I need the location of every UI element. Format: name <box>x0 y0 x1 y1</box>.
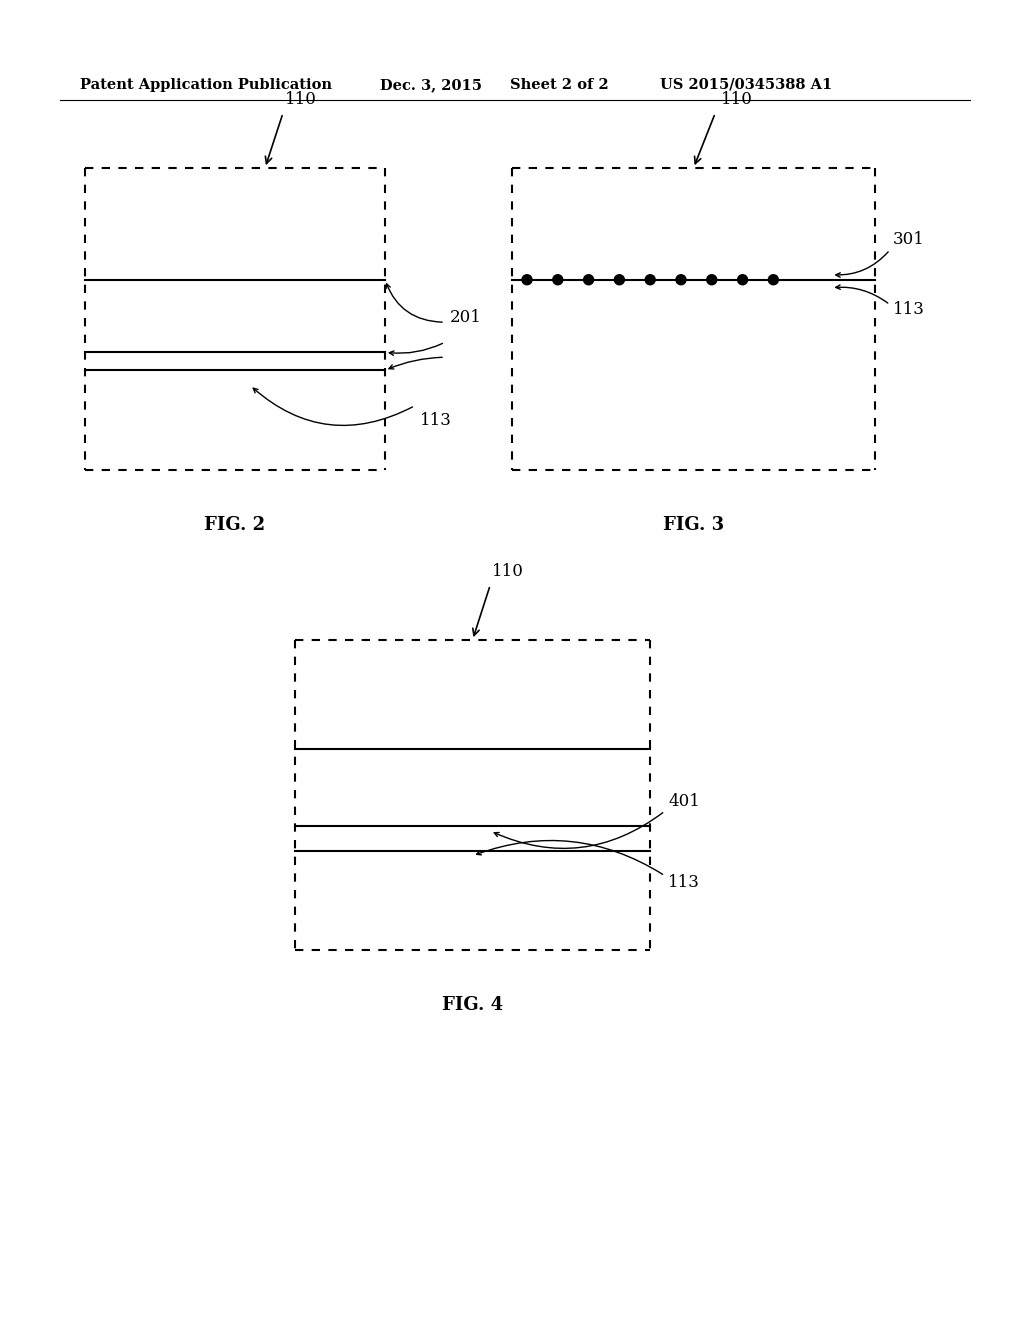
Text: 113: 113 <box>420 412 452 429</box>
Text: FIG. 4: FIG. 4 <box>442 997 503 1014</box>
Text: 201: 201 <box>450 309 482 326</box>
Text: Sheet 2 of 2: Sheet 2 of 2 <box>510 78 608 92</box>
Text: 401: 401 <box>668 792 699 809</box>
Circle shape <box>768 275 778 285</box>
Circle shape <box>676 275 686 285</box>
Text: FIG. 2: FIG. 2 <box>205 516 265 535</box>
Circle shape <box>614 275 625 285</box>
Circle shape <box>645 275 655 285</box>
Circle shape <box>522 275 532 285</box>
Circle shape <box>737 275 748 285</box>
Circle shape <box>707 275 717 285</box>
Text: Dec. 3, 2015: Dec. 3, 2015 <box>380 78 482 92</box>
Text: US 2015/0345388 A1: US 2015/0345388 A1 <box>660 78 833 92</box>
Circle shape <box>584 275 594 285</box>
Text: 110: 110 <box>493 564 524 581</box>
Text: 113: 113 <box>668 874 699 891</box>
Text: 301: 301 <box>893 231 925 248</box>
Circle shape <box>553 275 563 285</box>
Text: FIG. 3: FIG. 3 <box>663 516 724 535</box>
Text: 110: 110 <box>285 91 317 108</box>
Text: Patent Application Publication: Patent Application Publication <box>80 78 332 92</box>
Text: 113: 113 <box>893 301 925 318</box>
Text: 110: 110 <box>721 91 753 108</box>
